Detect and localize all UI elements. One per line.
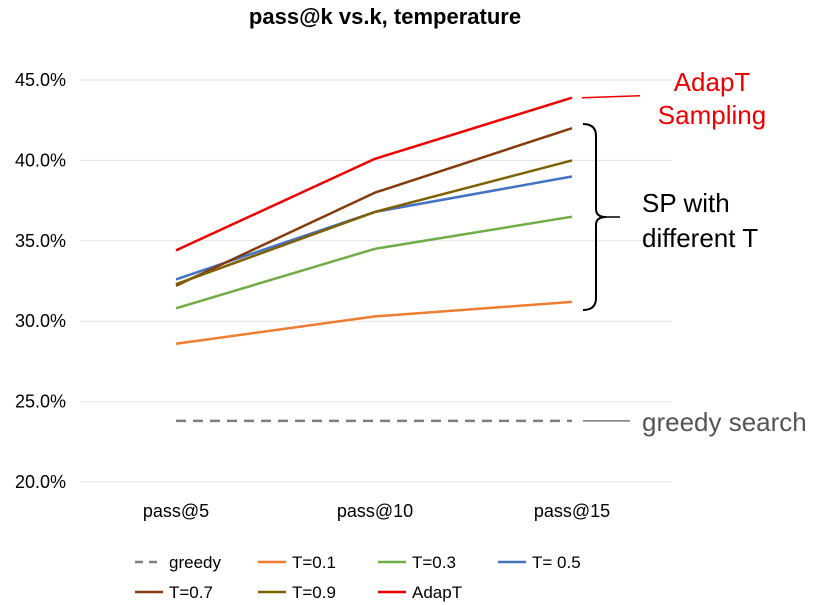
y-tick-label: 40.0% <box>15 150 66 170</box>
adapt-annotation-line1: AdapT <box>674 67 751 97</box>
y-tick-label: 20.0% <box>15 472 66 492</box>
legend-label-t-0-9: T=0.9 <box>292 583 336 602</box>
legend-label-t-0-3: T=0.3 <box>412 553 456 572</box>
y-tick-label: 25.0% <box>15 392 66 412</box>
series-line-t-0-7 <box>175 127 573 287</box>
y-tick-label: 35.0% <box>15 231 66 251</box>
series-line-t-0-3 <box>175 215 573 310</box>
x-tick-label: pass@10 <box>337 501 413 521</box>
legend-label-t-0-7: T=0.7 <box>169 583 213 602</box>
series-lines <box>175 96 573 423</box>
adapt-annotation-line2: Sampling <box>658 100 766 130</box>
sp-annotation-line2: different T <box>642 223 758 253</box>
legend-label-greedy: greedy <box>169 553 221 572</box>
chart-title: pass@k vs.k, temperature <box>249 4 521 29</box>
legend-label-t-0-1: T=0.1 <box>292 553 336 572</box>
adapt-connector <box>581 94 641 99</box>
gridlines <box>80 79 672 483</box>
x-tick-label: pass@15 <box>534 501 610 521</box>
x-axis-ticks: pass@5 pass@10 pass@15 <box>143 501 610 521</box>
x-tick-label: pass@5 <box>143 501 209 521</box>
y-tick-label: 30.0% <box>15 311 66 331</box>
series-line-t-0-9 <box>175 159 573 286</box>
y-tick-label: 45.0% <box>15 70 66 90</box>
greedy-annotation: greedy search <box>642 407 807 437</box>
legend: greedy T=0.1 T=0.3 T= 0.5 T=0.7 T=0.9 AdapT <box>135 553 581 602</box>
sp-annotation-line1: SP with <box>642 188 730 218</box>
legend-label-t-0-5: T= 0.5 <box>532 553 581 572</box>
legend-label-adapt: AdapT <box>412 583 462 602</box>
y-axis-ticks: 20.0% 25.0% 30.0% 35.0% 40.0% 45.0% <box>15 70 66 492</box>
sp-bracket <box>582 123 607 311</box>
series-line-t-0-1 <box>175 300 573 345</box>
series-line-adapt <box>175 96 573 252</box>
